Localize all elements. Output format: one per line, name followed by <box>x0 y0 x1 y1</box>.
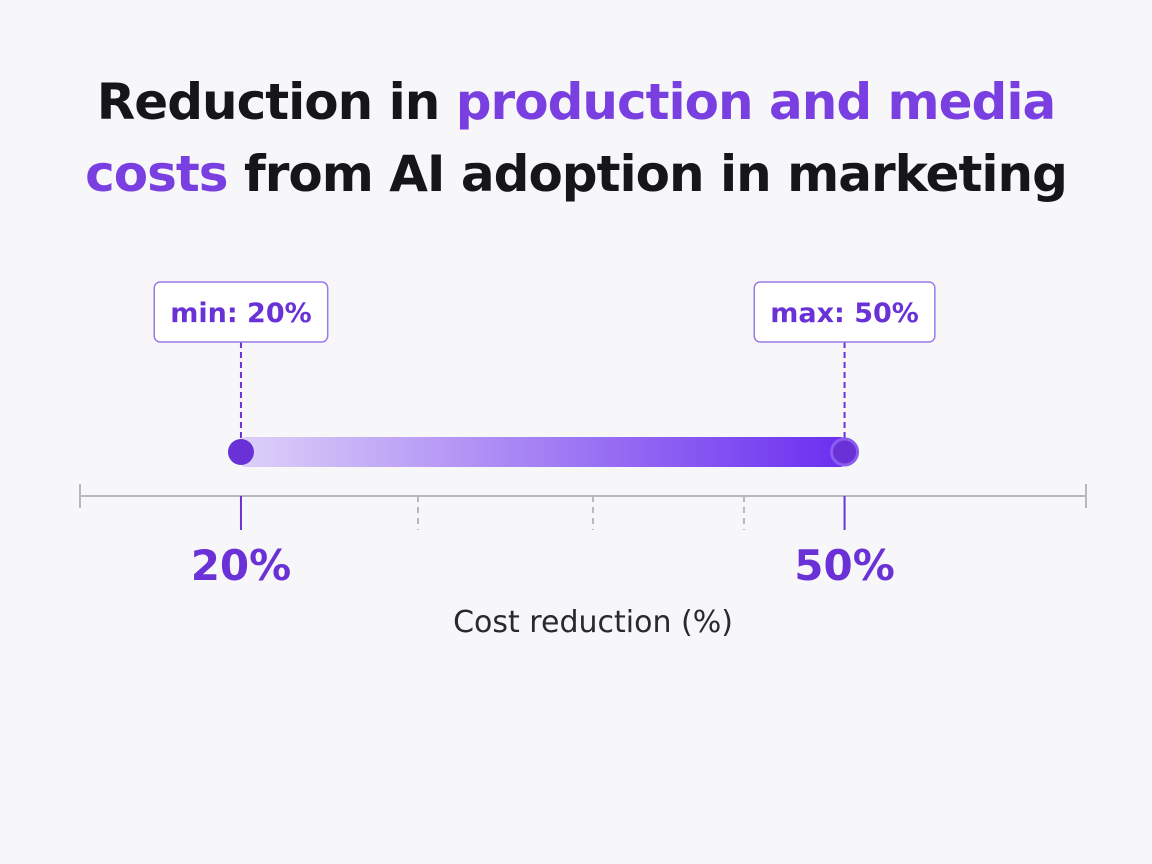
min-marker <box>227 439 254 465</box>
max-callout-box <box>753 281 936 343</box>
title-part-2: production and media <box>455 73 1056 131</box>
title-part-1: Reduction in <box>96 73 456 131</box>
tick-label-1: 50% <box>794 541 895 590</box>
x-axis-label: Cost reduction (%) <box>453 605 733 640</box>
title-part-4: from AI adoption in marketing <box>227 145 1068 203</box>
max-marker <box>830 437 860 467</box>
chart-title: Reduction in production and media costs f… <box>0 66 1152 210</box>
max-callout-text: max: 50% <box>770 298 919 329</box>
title-part-3: costs <box>85 145 228 203</box>
tick-label-0: 20% <box>191 541 292 590</box>
min-callout-box <box>153 281 329 343</box>
min-callout-text: min: 20% <box>170 298 311 329</box>
range-bar <box>240 437 845 467</box>
